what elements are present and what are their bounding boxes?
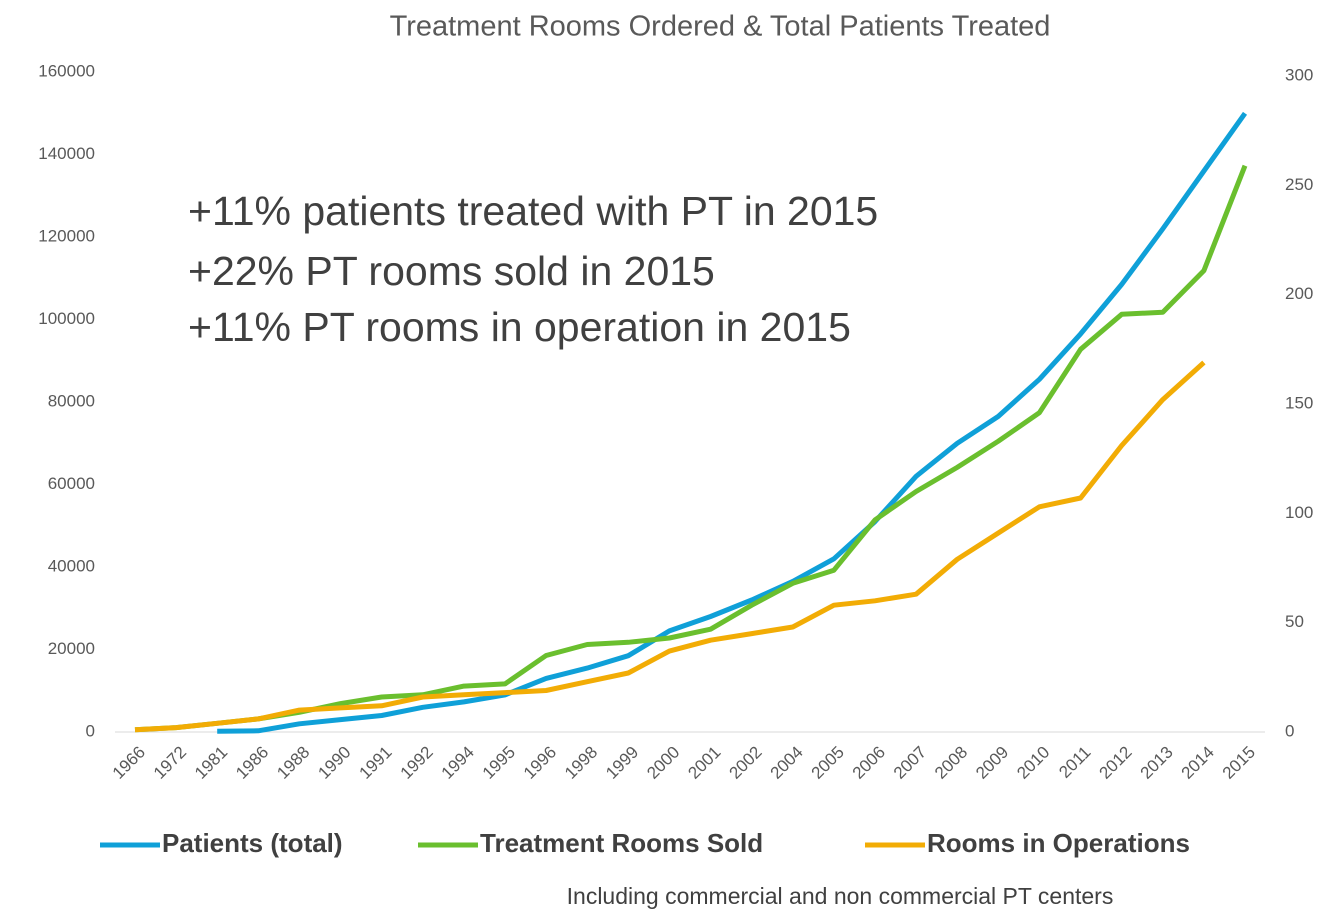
x-tick-label: 1986 — [232, 743, 272, 783]
x-tick-label: 2008 — [931, 743, 971, 783]
y2-tick-label: 0 — [1285, 721, 1294, 740]
annotation: +11% patients treated with PT in 2015 — [188, 188, 878, 234]
x-tick-label: 2010 — [1013, 743, 1053, 783]
x-tick-label: 2000 — [643, 743, 683, 783]
x-tick-label: 2011 — [1055, 743, 1094, 782]
x-tick-label: 2009 — [972, 743, 1012, 783]
y2-tick-label: 250 — [1285, 175, 1313, 194]
x-tick-label: 2014 — [1178, 743, 1218, 783]
x-tick-label: 1991 — [355, 743, 395, 783]
x-tick-label: 1990 — [314, 743, 354, 783]
y-tick-label: 0 — [86, 721, 95, 740]
x-tick-label: 2013 — [1137, 743, 1177, 783]
legend-label: Treatment Rooms Sold — [480, 828, 763, 858]
x-tick-label: 2005 — [808, 743, 848, 783]
y-tick-label: 20000 — [48, 639, 95, 658]
y-tick-label: 140000 — [38, 144, 95, 163]
x-tick-label: 1981 — [191, 743, 231, 783]
x-tick-label: 2002 — [725, 743, 765, 783]
x-tick-label: 1966 — [109, 743, 149, 783]
y2-tick-label: 300 — [1285, 65, 1313, 84]
y-tick-label: 60000 — [48, 474, 95, 493]
y2-tick-label: 100 — [1285, 503, 1313, 522]
chart-title: Treatment Rooms Ordered & Total Patients… — [390, 11, 1051, 43]
series-line — [217, 111, 1248, 734]
y-tick-label: 160000 — [38, 61, 95, 80]
x-tick-label: 1972 — [150, 743, 190, 783]
x-tick-label: 1996 — [520, 743, 560, 783]
x-tick-label: 1992 — [397, 743, 437, 783]
series-line — [134, 360, 1206, 733]
y-tick-label: 80000 — [48, 391, 95, 410]
legend-label: Rooms in Operations — [927, 828, 1190, 858]
x-tick-label: 2006 — [849, 743, 889, 783]
x-tick-label: 2012 — [1095, 743, 1135, 783]
x-tick-label: 2015 — [1219, 743, 1259, 783]
x-tick-label: 2001 — [684, 743, 724, 783]
y-tick-label: 100000 — [38, 309, 95, 328]
y-tick-label: 40000 — [48, 556, 95, 575]
y2-tick-label: 200 — [1285, 284, 1313, 303]
y2-tick-label: 150 — [1285, 393, 1313, 412]
x-tick-label: 1998 — [561, 743, 601, 783]
x-tick-label: 1988 — [273, 743, 313, 783]
footnote: Including commercial and non commercial … — [567, 883, 1114, 909]
x-tick-label: 2004 — [767, 743, 807, 783]
y2-tick-label: 50 — [1285, 612, 1304, 631]
x-tick-label: 1995 — [479, 743, 519, 783]
annotation: +22% PT rooms sold in 2015 — [188, 248, 715, 294]
x-tick-label: 1994 — [438, 743, 478, 783]
legend-label: Patients (total) — [162, 828, 343, 858]
annotation: +11% PT rooms in operation in 2015 — [188, 304, 851, 350]
x-tick-label: 1999 — [602, 743, 642, 783]
y-tick-label: 120000 — [38, 226, 95, 245]
x-tick-label: 2007 — [890, 743, 930, 783]
